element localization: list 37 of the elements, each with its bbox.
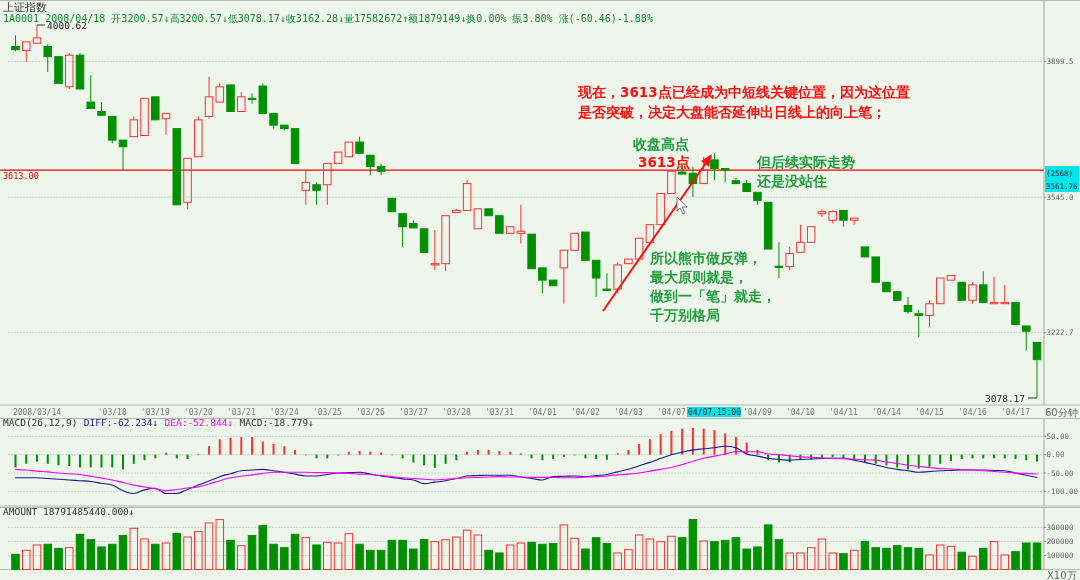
x-tick-label: '04/07: [656, 408, 687, 417]
x-tick-label: '04/09: [742, 408, 773, 417]
x-tick-label: '03/25: [312, 408, 342, 417]
x-tick-label: '03/28: [441, 408, 471, 417]
x-tick-label: 2008/03/14: [12, 408, 62, 417]
x-tick-label: '03/31: [484, 408, 514, 417]
chart-title: 上证指数: [3, 1, 47, 13]
annotation: 但后续实际走势还是没站住: [756, 154, 855, 189]
annotation: 现在，3613点已经成为中短线关键位置，因为这位置是否突破，决定大盘能否延伸出日线上的向上笔；: [577, 84, 910, 120]
x-tick-label: '03/24: [269, 408, 299, 417]
x-tick-label: '03/27: [398, 408, 428, 417]
x-tick-label: '04/17: [1001, 408, 1031, 417]
chart-title: AMOUNT 18791485440.000↓: [3, 506, 135, 517]
y-axis-title: X10万: [1047, 570, 1077, 580]
text: DEA:-52.844↓: [164, 417, 234, 428]
series-label: MACD:-18.779↓: [239, 417, 314, 428]
text: DIFF:-62.234↓: [83, 417, 159, 428]
x-tick-label: '03/18: [97, 408, 127, 417]
x-tick-label: '03/20: [183, 408, 213, 417]
x-tick-label: '03/21: [226, 408, 256, 417]
x-tick-label: '04/10: [785, 408, 816, 417]
annotation: 3613点: [638, 154, 690, 170]
annotation: 收盘高点: [633, 136, 689, 152]
x-tick-label: '04/02: [570, 408, 601, 417]
annotation: 所以熊市做反弹，最大原则就是，做到一「笔」就走，千万别格局: [649, 250, 776, 323]
x-tick-label: '04/11: [829, 408, 859, 417]
x-axis-title: 60分钟: [1045, 407, 1078, 418]
chart-title: MACD(26,12,9): [3, 417, 78, 428]
x-tick-label: '04/14: [872, 408, 902, 417]
x-tick-label: '03/26: [355, 408, 385, 417]
x-tick-label: '03/19: [140, 408, 170, 417]
x-tick-label: '04/16: [958, 408, 988, 417]
x-tick-label: '04/01: [527, 408, 558, 417]
ref-line-label: 3613.00: [3, 171, 39, 182]
annotation: 3078.17: [985, 392, 1026, 404]
x-tick-label: '04/03: [613, 408, 644, 417]
x-tick-label: '04/15: [915, 408, 945, 417]
